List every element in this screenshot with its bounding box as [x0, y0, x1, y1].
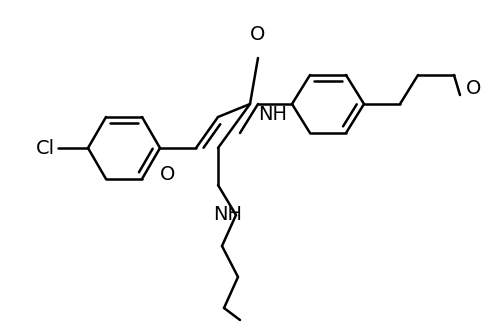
- Text: Cl: Cl: [36, 138, 55, 158]
- Text: O: O: [466, 79, 481, 97]
- Text: O: O: [160, 166, 175, 184]
- Text: O: O: [250, 26, 266, 44]
- Text: NH: NH: [214, 206, 242, 224]
- Text: NH: NH: [258, 106, 287, 125]
